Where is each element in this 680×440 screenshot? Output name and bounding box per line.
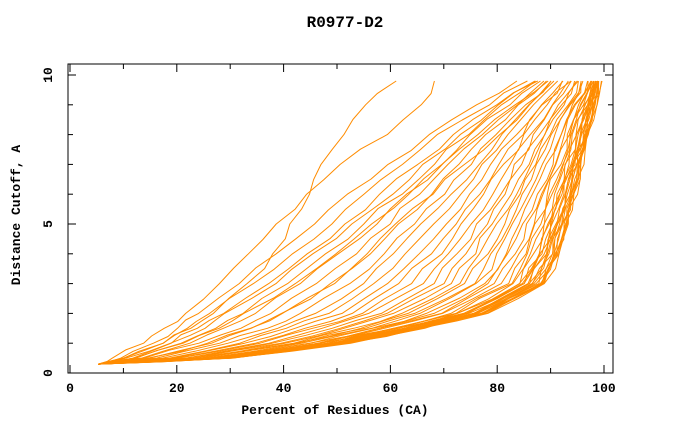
gdt-curve xyxy=(98,80,576,365)
gdt-curve xyxy=(98,80,572,365)
gdt-curve xyxy=(98,80,552,365)
x-tick-label: 100 xyxy=(592,381,616,396)
gdt-curve xyxy=(98,80,602,365)
gdt-curve xyxy=(98,80,547,365)
y-axis-label: Distance Cutoff, A xyxy=(9,145,24,286)
gdt-curve xyxy=(98,80,594,365)
gdt-curve xyxy=(98,80,564,365)
gdt-curve xyxy=(98,80,518,365)
gdt-curve xyxy=(98,80,536,365)
gdt-curve xyxy=(98,80,579,365)
gdt-curve xyxy=(98,80,545,365)
gdt-curve xyxy=(98,80,589,365)
gdt-curve xyxy=(98,80,528,365)
gdt-curve xyxy=(98,80,582,365)
axis-ticks xyxy=(68,64,613,374)
x-tick-label: 60 xyxy=(383,381,399,396)
gdt-curve xyxy=(98,80,579,365)
x-tick-label: 80 xyxy=(489,381,505,396)
gdt-curve xyxy=(98,80,598,365)
x-axis-label: Percent of Residues (CA) xyxy=(241,403,428,418)
gdt-curve xyxy=(98,80,397,365)
gdt-curve xyxy=(98,80,572,365)
gdt-curve xyxy=(98,80,563,365)
y-tick-label: 10 xyxy=(41,67,56,83)
gdt-curve xyxy=(98,80,552,365)
x-tick-label: 0 xyxy=(66,381,74,396)
gdt-curve xyxy=(98,80,555,365)
model-curves xyxy=(98,80,603,365)
gdt-curve xyxy=(98,80,549,365)
gdt-curve xyxy=(98,80,569,365)
plot-frame xyxy=(67,63,614,374)
axis-tick-labels: 0 20 40 60 80 100 0 5 10 xyxy=(41,67,616,396)
gdt-curve xyxy=(98,80,435,365)
gdt-curve xyxy=(98,80,539,365)
y-tick-label: 0 xyxy=(41,369,56,377)
gdt-curve xyxy=(98,80,599,365)
gdt-curve xyxy=(98,80,599,365)
x-tick-label: 20 xyxy=(169,381,185,396)
gdt-curve xyxy=(98,80,589,365)
chart-title: R0977-D2 xyxy=(307,14,384,32)
x-tick-label: 40 xyxy=(276,381,292,396)
gdt-curve xyxy=(98,80,541,365)
gdt-curve xyxy=(98,80,582,365)
gdt-curve xyxy=(98,80,599,365)
y-tick-label: 5 xyxy=(41,220,56,228)
gdt-curve xyxy=(98,80,559,365)
